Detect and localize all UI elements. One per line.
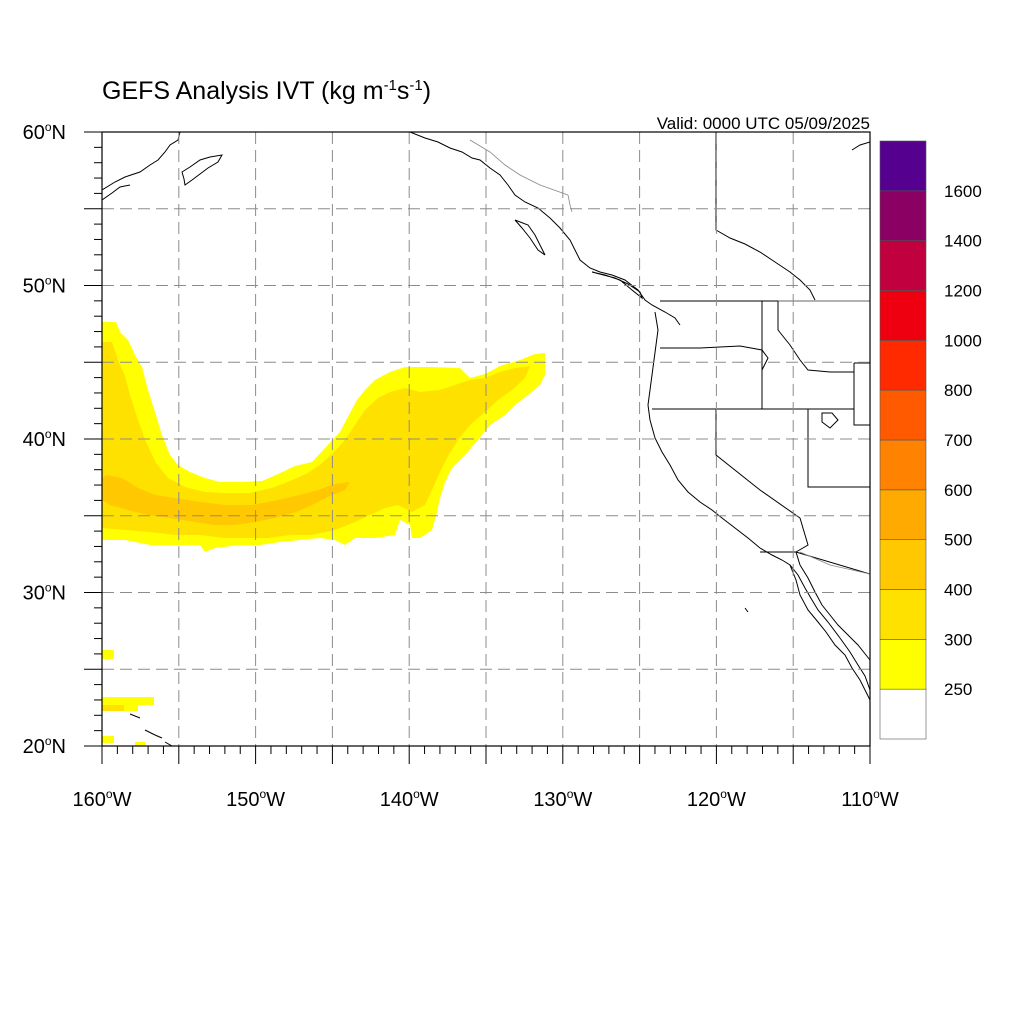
colorbar-label: 800 [944,381,972,400]
colorbar-swatch [879,589,927,640]
colorbar-swatch [879,140,927,192]
valid-time-label: Valid: 0000 UTC 05/09/2025 [657,114,870,133]
colorbar-label: 500 [944,531,972,550]
lon-label: 150oW [226,787,285,811]
longitude-labels: 160oW 150oW 140oW 130oW 120oW 110oW [73,787,899,811]
colorbar: 250 300 400 500 600 700 800 1000 1200 1400 1600 [879,140,982,740]
colorbar-swatch [879,240,927,291]
lon-label: 160oW [73,787,132,811]
grid-lines [102,132,870,746]
colorbar-label: 600 [944,481,972,500]
colorbar-label: 400 [944,581,972,600]
colorbar-label: 1200 [944,282,982,301]
colorbar-swatch [879,290,927,341]
lat-label: 60oN [23,120,66,144]
map-panel [102,132,870,746]
ivt-band-300-400 [102,342,530,711]
colorbar-swatch [879,439,927,491]
colorbar-label: 1600 [944,182,982,201]
lon-label: 140oW [380,787,439,811]
axis-ticks [84,131,871,764]
map-title: GEFS Analysis IVT (kg m-1s-1) [102,77,431,105]
colorbar-label: 250 [944,680,972,699]
lon-label: 110oW [841,787,899,811]
colorbar-swatch [879,688,927,740]
lon-label: 130oW [533,787,592,811]
lat-label: 30oN [23,581,66,605]
latitude-labels: 60oN 50oN 40oN 30oN 20oN [23,120,66,758]
lat-label: 20oN [23,734,66,758]
colorbar-label: 1000 [944,331,982,350]
colorbar-swatch [879,340,927,391]
lat-label: 50oN [23,274,66,298]
colorbar-swatch [879,389,927,441]
lat-label: 40oN [23,427,66,451]
colorbar-label: 1400 [944,232,982,251]
colorbar-label: 700 [944,431,972,450]
colorbar-swatch [879,489,927,540]
ivt-band-400-500 [102,475,350,525]
colorbar-swatch [879,539,927,590]
coastlines [102,132,870,746]
colorbar-swatch [879,639,927,690]
colorbar-label: 300 [944,630,972,649]
lon-label: 120oW [687,787,746,811]
colorbar-swatch [879,190,927,241]
